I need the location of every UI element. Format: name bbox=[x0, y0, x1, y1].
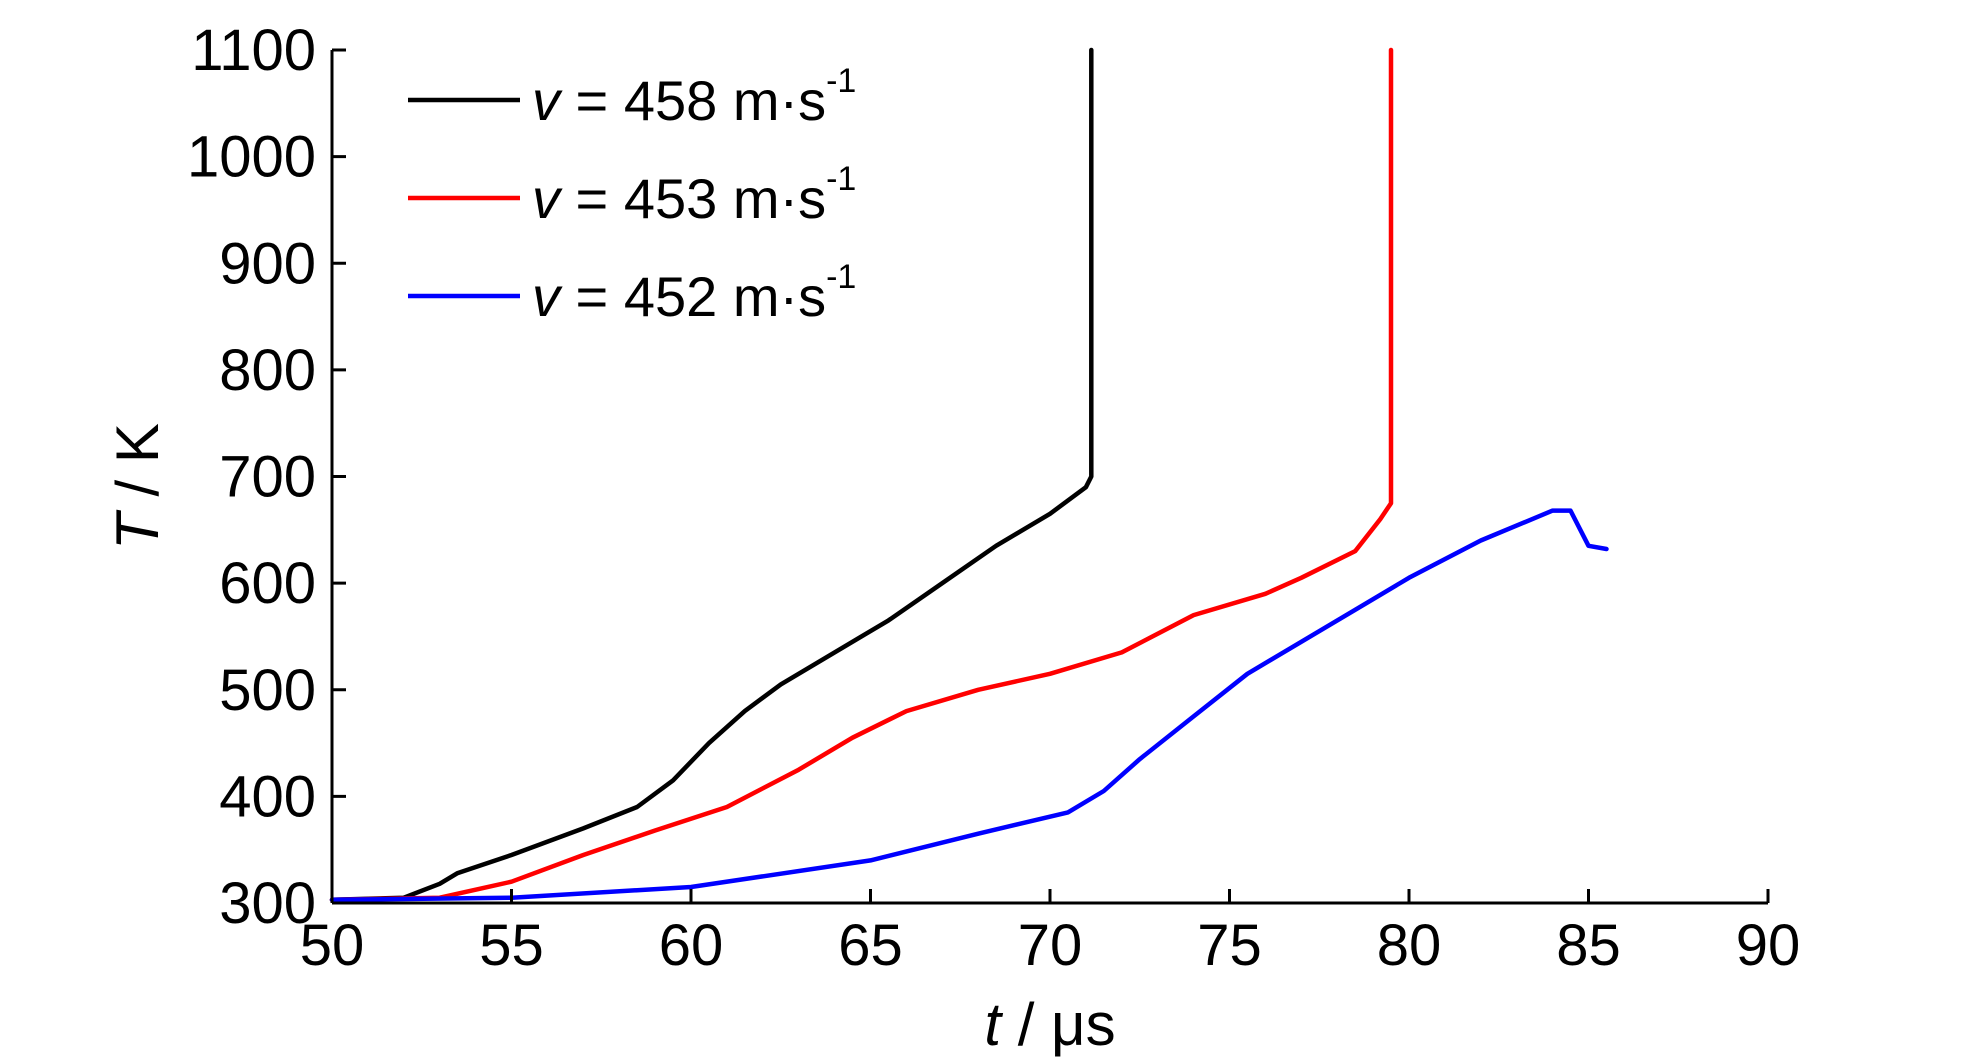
legend-var: v bbox=[532, 265, 563, 328]
series-layer bbox=[329, 47, 1609, 903]
y-axis-var: T bbox=[104, 509, 171, 550]
legend-var: v bbox=[532, 167, 563, 230]
y-tick-label: 800 bbox=[219, 338, 316, 403]
x-axis-var: t bbox=[984, 991, 1003, 1058]
y-axis-unit: / K bbox=[104, 423, 171, 513]
series-line-2 bbox=[329, 47, 1394, 903]
x-tick-label: 85 bbox=[1556, 913, 1621, 978]
ticks: 50 55 60 65 70 75 80 85 90 300 400 500 600 700 800 900 1… bbox=[187, 18, 1800, 978]
y-axis-label: T / K bbox=[104, 423, 171, 550]
legend-label-2: v = 453 m·s-1 bbox=[532, 160, 856, 230]
legend-var: v bbox=[532, 69, 563, 132]
series-line-1 bbox=[329, 47, 1094, 903]
legend-label-3: v = 452 m·s-1 bbox=[532, 258, 856, 328]
x-tick-label: 55 bbox=[479, 913, 544, 978]
y-tick-label: 900 bbox=[219, 231, 316, 296]
x-axis-unit: / μs bbox=[1001, 991, 1116, 1058]
x-axis-label: t / μs bbox=[984, 991, 1115, 1058]
y-tick-label: 300 bbox=[219, 871, 316, 936]
x-tick-label: 60 bbox=[659, 913, 724, 978]
series-line-3 bbox=[329, 508, 1609, 903]
y-tick-label: 1100 bbox=[191, 18, 316, 83]
legend-sup: -1 bbox=[826, 62, 856, 100]
x-tick-label: 50 bbox=[300, 913, 365, 978]
x-tick-label: 65 bbox=[838, 913, 903, 978]
legend-value: = 452 m·s bbox=[560, 265, 826, 328]
legend-value: = 458 m·s bbox=[560, 69, 826, 132]
y-tick-label: 500 bbox=[219, 658, 316, 723]
axis-labels: t / μs T / K bbox=[104, 423, 1116, 1058]
y-tick-label: 600 bbox=[219, 551, 316, 616]
legend-value: = 453 m·s bbox=[560, 167, 826, 230]
legend-label-1: v = 458 m·s-1 bbox=[532, 62, 856, 132]
legend: v = 458 m·s-1v = 453 m·s-1v = 452 m·s-1 bbox=[408, 62, 856, 328]
y-tick-label: 700 bbox=[219, 445, 316, 510]
y-tick-label: 1000 bbox=[187, 125, 316, 190]
x-tick-label: 75 bbox=[1197, 913, 1262, 978]
x-tick-label: 70 bbox=[1018, 913, 1083, 978]
y-tick-label: 400 bbox=[219, 764, 316, 829]
x-tick-label: 80 bbox=[1377, 913, 1442, 978]
legend-sup: -1 bbox=[826, 258, 856, 296]
legend-sup: -1 bbox=[826, 160, 856, 198]
x-tick-label: 90 bbox=[1736, 913, 1801, 978]
